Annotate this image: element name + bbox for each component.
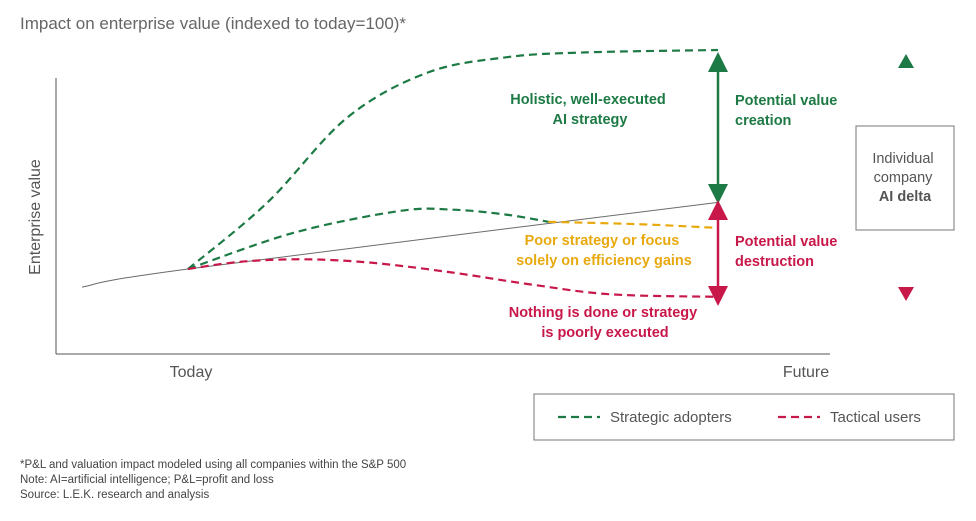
footnote-note: Note: AI=artificial intelligence; P&L=pr… [20, 474, 274, 486]
tactical-users-line [187, 258, 719, 298]
strategic-adopters-mid-line [187, 207, 549, 271]
ai-delta-box [855, 125, 955, 231]
footnotes: *P&L and valuation impact modeled using … [20, 458, 406, 503]
value-creation-label: Potential value creation [735, 93, 841, 129]
holistic-label: Holistic, well-executed AI strategy [510, 92, 670, 128]
x-tick-today: Today [170, 364, 213, 381]
nothing-done-label: Nothing is done or strategy is poorly ex… [509, 305, 702, 341]
ai-delta-arrow-head-bottom [898, 287, 914, 301]
ai-delta-label: Individual company AI delta [872, 151, 937, 205]
footnote-source: Source: L.E.K. research and analysis [20, 489, 210, 501]
legend-label-tactical: Tactical users [830, 409, 921, 426]
legend-label-strategic: Strategic adopters [610, 409, 732, 426]
legend-box [533, 393, 955, 441]
poor-strategy-label: Poor strategy or focus solely on efficie… [516, 233, 692, 269]
y-axis-label: Enterprise value [27, 159, 44, 275]
x-tick-future: Future [783, 364, 829, 381]
ai-delta-arrow-head-top [898, 54, 914, 68]
chart-title: Impact on enterprise value (indexed to t… [20, 14, 407, 33]
footnote-sp500: *P&L and valuation impact modeled using … [20, 459, 407, 471]
baseline-line [81, 201, 719, 288]
poor-strategy-line [548, 220, 719, 229]
value-destruction-label: Potential value destruction [735, 234, 841, 270]
